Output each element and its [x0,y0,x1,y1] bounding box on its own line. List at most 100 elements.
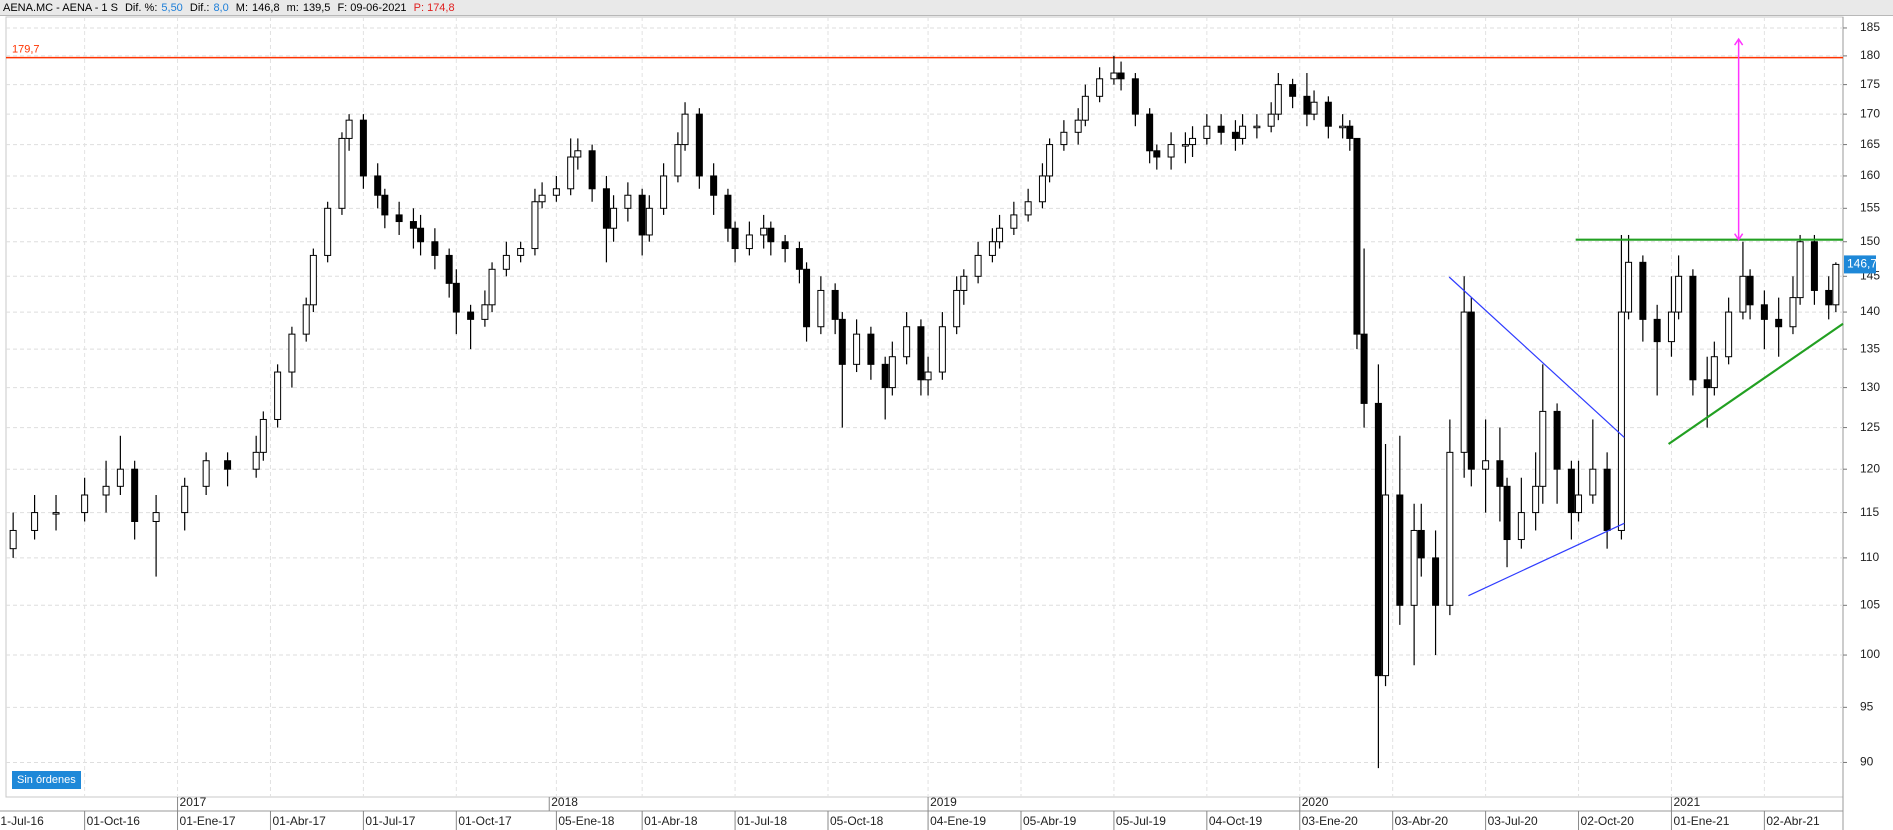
min: 139,5 [302,2,331,14]
candle-body [996,227,1004,243]
candle-body [953,289,961,328]
candle-body [938,326,946,373]
y-tick-label: 175 [1860,77,1880,91]
candle-body [917,326,925,381]
candle-body [481,304,489,320]
candle-body [1625,261,1633,313]
x-tick-label: 01-Jul-18 [737,814,787,828]
candle-body [1760,304,1768,320]
candle-body [345,119,353,139]
last-price-label: 146,7 [1847,257,1877,271]
candle-body [381,194,389,216]
candle-body [309,254,317,306]
candle-body [1024,201,1032,216]
candle-body [1096,78,1104,97]
candle-body [795,248,803,270]
candle-body [359,119,367,177]
x-tick-label: 02-Oct-20 [1581,814,1635,828]
year-label: 2020 [1302,795,1329,809]
candle-body [52,512,60,515]
x-tick-label: 01-Abr-17 [272,814,326,828]
candle-body [1046,144,1054,177]
y-tick-label: 170 [1860,106,1880,120]
x-tick-label: 02-Abr-21 [1766,814,1820,828]
candle-body [1382,494,1390,677]
candle-body [1217,125,1225,133]
candle-body [1725,311,1733,358]
candle-body [1653,318,1661,343]
candle-body [252,451,260,470]
candle-body [1353,137,1361,335]
candle-body [803,268,811,328]
x-tick-label: 05-Abr-19 [1023,814,1077,828]
level-label: 179,7 [12,43,40,55]
y-tick-label: 105 [1860,597,1880,611]
candle-body [645,207,653,236]
orders-button[interactable]: Sin órdenes [12,771,81,789]
candle-body [1617,311,1625,531]
candle-body [488,268,496,306]
candle-body [838,318,846,365]
symbol: AENA.MC - AENA - 1 S [3,2,118,14]
candle-body [695,113,703,177]
candle-body [674,144,682,177]
candle-body [1567,468,1575,514]
year-label: 2018 [551,795,578,809]
candle-body [781,241,789,250]
candle-body [1181,144,1189,147]
candle-body [974,254,982,277]
x-tick-label: 03-Abr-20 [1395,814,1449,828]
candle-body [1446,451,1454,606]
candle-body [567,156,575,190]
arrow-head [1734,37,1744,242]
dif: 8,0 [213,2,229,14]
x-tick-label: 01-Ene-17 [180,814,236,828]
candle-body [710,175,718,196]
candle-body [202,460,210,487]
candle-body [31,512,39,531]
x-tick-label: 03-Jul-20 [1488,814,1538,828]
candle-body [1467,311,1475,470]
x-tick-label: 01-Oct-17 [458,814,512,828]
x-tick-label: 03-Ene-20 [1302,814,1358,828]
y-tick-label: 185 [1860,20,1880,34]
candle-body [724,194,732,229]
candle-body [538,194,546,203]
candle-body [1038,175,1046,203]
candle-body [445,254,453,284]
y-tick-label: 120 [1860,461,1880,475]
candle-body [1374,402,1382,677]
candle-body [417,227,425,243]
candle-body [1553,410,1561,470]
candle-body [409,221,417,229]
candle-body [1482,460,1490,470]
candle-body [610,207,618,229]
year-label: 2017 [180,795,207,809]
candle-body [1689,275,1697,381]
candle-body [903,326,911,358]
candle-body [731,227,739,250]
x-tick-label: 01-Oct-16 [87,814,141,828]
candle-body [374,175,382,196]
candle-body [131,468,139,522]
candle-body [1131,78,1139,115]
candle-body [1639,261,1647,320]
max-label: M: [235,2,249,14]
candle-body [502,254,510,270]
x-tick-label: 04-Oct-19 [1209,814,1263,828]
candle-body [1167,144,1175,158]
candle-body [1810,241,1818,291]
y-tick-label: 165 [1860,137,1880,151]
candle-body [1346,125,1354,139]
candle-body [274,371,282,420]
max: 146,8 [252,2,280,14]
candle-body [1775,318,1783,328]
plot-frame [5,16,1844,798]
candle-body [1746,275,1754,306]
candle-body [1189,137,1197,146]
candle-body [1310,101,1318,115]
candle-body [1274,84,1282,115]
candle-body [1117,72,1125,80]
candle-body [531,201,539,250]
